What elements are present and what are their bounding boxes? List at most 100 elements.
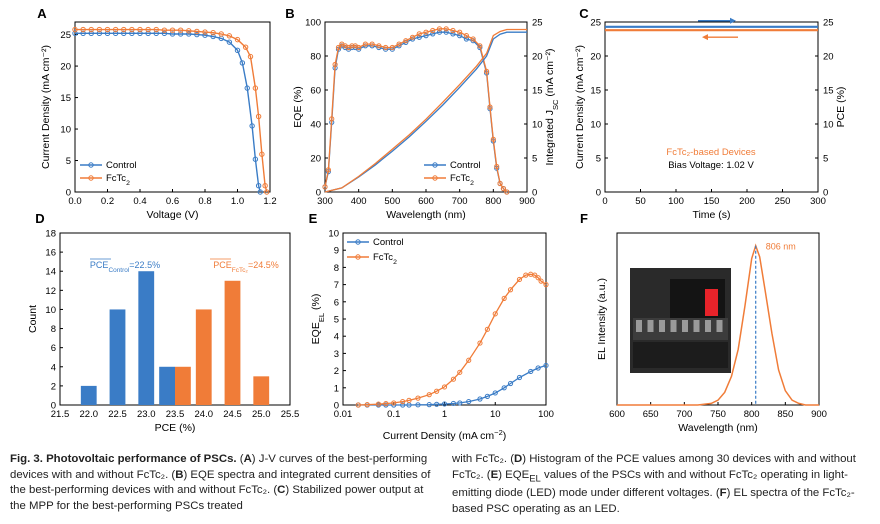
x-tick-label: 0 (602, 196, 607, 207)
series-marker (202, 32, 208, 38)
series-marker (153, 26, 159, 33)
series-marker (335, 44, 342, 51)
series-marker (463, 33, 469, 39)
caption-part: C (277, 484, 286, 497)
caption-part: ) EL spectra of the FcTc₂-based PSC oper… (452, 487, 855, 516)
series-marker (434, 401, 440, 407)
panel-label-b: B (285, 6, 294, 21)
series-marker (457, 369, 463, 375)
series-marker (161, 27, 168, 33)
y-axis-title: EL Intensity (a.u.) (596, 278, 608, 360)
series-marker (484, 326, 490, 332)
caption-part: A (243, 453, 252, 465)
caption-part: Fig. 3. Photovoltaic performance of PSCs… (10, 453, 237, 465)
legend-marker (432, 175, 438, 181)
y-tick-label: 12 (45, 286, 56, 297)
legend-label-fctc2: FcTc2 (373, 252, 397, 266)
x-tick-label: 300 (317, 196, 333, 207)
y-tick-label: 5 (334, 315, 339, 326)
arrow-head (730, 17, 736, 24)
caption-right: with FcTc₂. (D) Histogram of the PCE val… (452, 452, 872, 518)
series-marker (112, 26, 119, 33)
series-marker (96, 26, 103, 33)
x-tick-label: 700 (452, 196, 468, 207)
x-axis-title-part: ) (503, 430, 507, 442)
caption-part: ) EQE spectra and integrated current den… (10, 468, 431, 497)
x-tick-label: 850 (777, 409, 793, 420)
series-line (324, 31, 527, 193)
x-tick-label: 900 (519, 196, 535, 207)
panel-c: 0 50 100 150 200 250 30005101520250510152025Fc… (574, 18, 847, 222)
caption-part: ) Histogram of the PCE values among 30 d… (452, 453, 856, 481)
series-line (75, 28, 268, 193)
caption-part: ) EQE (498, 468, 530, 481)
caption-left: Fig. 3. Photovoltaic performance of PSCs… (10, 452, 438, 514)
series-marker (535, 365, 541, 371)
histogram-bar (195, 309, 212, 405)
series-marker (466, 398, 472, 405)
series-marker (484, 68, 490, 74)
x-axis-title: Voltage (V) (147, 209, 199, 221)
series-marker (504, 189, 510, 195)
led-photo-base (633, 342, 728, 368)
x-tick-label: 500 (384, 196, 400, 207)
x-tick-label: 750 (710, 409, 726, 420)
series-line (617, 243, 819, 406)
series-marker (129, 30, 135, 37)
series-marker (177, 27, 184, 33)
series-marker (487, 104, 493, 110)
series-marker (426, 402, 432, 408)
series-marker (247, 53, 254, 60)
y2-axis-title-part: Integrated J (544, 110, 556, 165)
series-marker (88, 26, 94, 33)
series-marker (501, 385, 507, 391)
x-axis-title: Time (s) (692, 209, 730, 221)
series-line (75, 32, 261, 193)
annotation-mean-fctc2-part: PCE (213, 260, 232, 270)
x-tick-label: 10 (490, 409, 501, 420)
series-marker (249, 123, 255, 129)
y-tick-label: 20 (590, 52, 601, 63)
x-tick-label: 0.8 (198, 196, 211, 207)
led-photo-pin (647, 320, 654, 332)
y-tick-label: 25 (60, 30, 71, 41)
annotation-device: FcTc₂-based Devices (666, 147, 755, 158)
series-marker (234, 47, 241, 54)
x-tick-label: 22.0 (80, 409, 99, 420)
x-tick-label: 100 (538, 409, 554, 420)
arrow-head (702, 34, 708, 41)
series-marker (80, 30, 86, 37)
caption-part: ) J-V curves of the best-performing devi… (10, 453, 428, 481)
series-marker (202, 29, 208, 35)
series-marker (400, 398, 406, 405)
legend-label-control: Control (450, 160, 481, 171)
series-marker (137, 26, 143, 33)
series-marker (96, 30, 103, 37)
series-marker (145, 26, 151, 33)
series-marker (450, 27, 456, 34)
y-tick-label: 7 (334, 280, 339, 291)
x-tick-label: 0.0 (68, 196, 81, 207)
series-marker (400, 402, 406, 408)
series-marker (516, 374, 523, 381)
y-tick-label: 4 (51, 362, 56, 373)
series-marker (234, 36, 241, 43)
series-marker (129, 26, 135, 33)
series-marker (490, 136, 496, 142)
annotation-mean-control-part: Control (108, 267, 129, 274)
series-marker (210, 33, 216, 40)
series-marker (497, 180, 503, 187)
series-marker (104, 26, 111, 33)
series-marker (226, 39, 233, 45)
x-tick-label: 150 (704, 196, 720, 207)
x-tick-label: 25.5 (281, 409, 300, 420)
y-tick-label: 100 (305, 18, 321, 29)
series-marker (244, 85, 250, 91)
y-tick-label: 0 (334, 401, 339, 412)
x-tick-label: 21.5 (51, 409, 70, 420)
x-tick-label: 250 (775, 196, 791, 207)
annotation-mean-fctc2-part: =24.5% (248, 260, 279, 270)
series-marker (450, 376, 457, 382)
series-marker (415, 402, 421, 408)
x-tick-label: 800 (485, 196, 501, 207)
